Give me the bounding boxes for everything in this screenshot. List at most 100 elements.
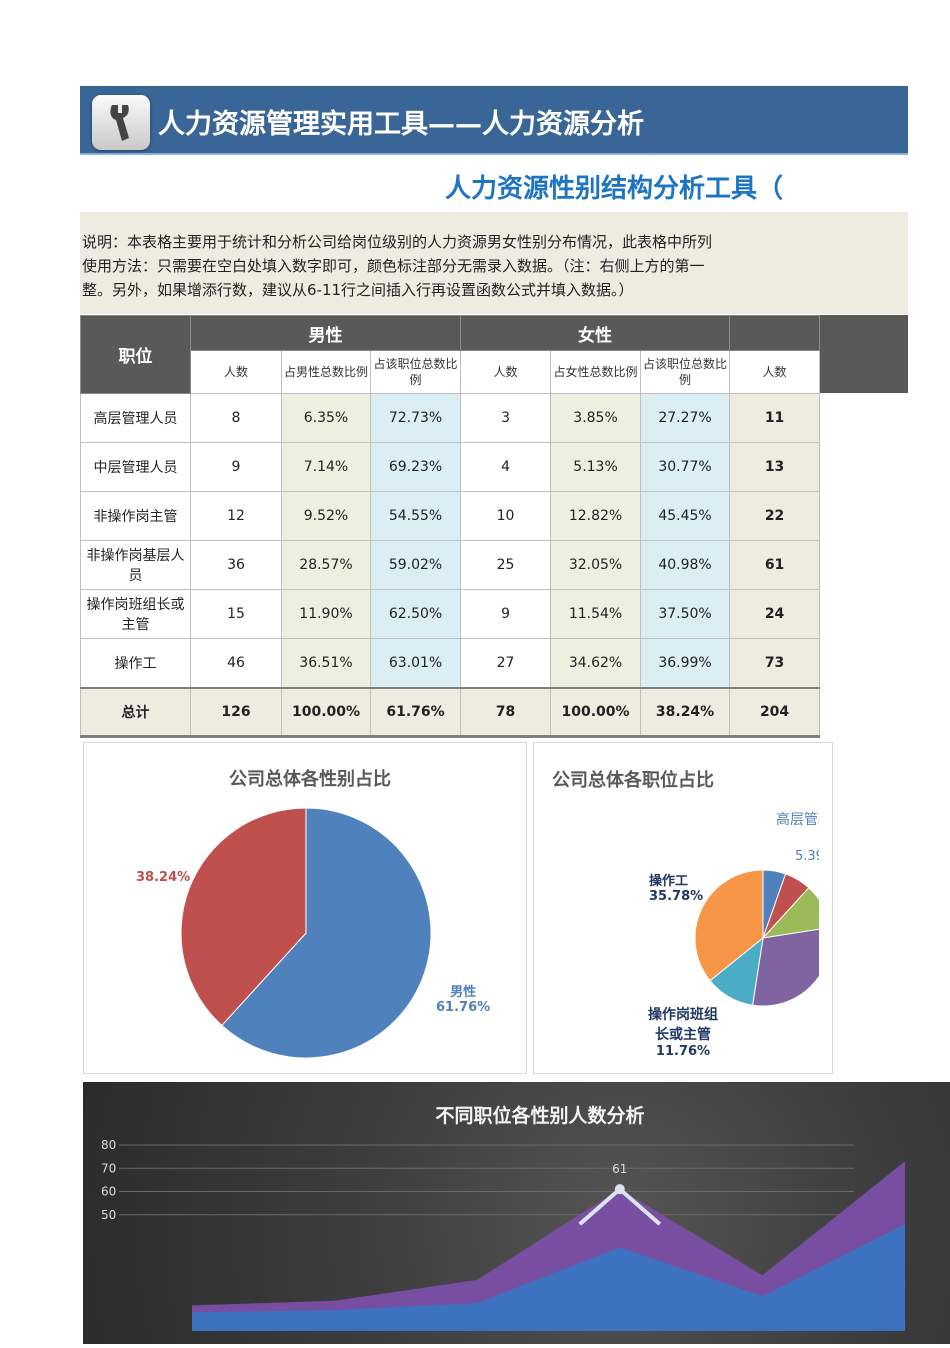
value-cell[interactable]: 4 <box>460 442 552 492</box>
label-name: 长或主管 <box>655 1027 711 1043</box>
value-cell: 34.62% <box>550 638 642 688</box>
gender-pie <box>180 807 432 1059</box>
value-cell[interactable]: 15 <box>190 589 282 639</box>
value-cell: 11.90% <box>281 589 371 639</box>
position-cell: 非操作岗基层人员 <box>80 540 191 590</box>
subheader: 人数 <box>729 350 821 394</box>
value-cell: 7.14% <box>281 442 371 492</box>
value-cell: 63.01% <box>369 638 462 688</box>
value-cell[interactable]: 9 <box>460 589 552 639</box>
value-cell[interactable]: 10 <box>460 491 552 541</box>
subheader: 人数 <box>460 350 552 394</box>
value-cell: 32.05% <box>550 540 642 590</box>
pie-slice-6 <box>694 869 764 982</box>
value-cell[interactable]: 46 <box>190 638 282 688</box>
value-cell[interactable]: 9 <box>190 442 282 492</box>
value-cell: 28.57% <box>281 540 371 590</box>
header-position: 职位 <box>80 315 191 394</box>
label-value: 11.76% <box>655 1044 711 1059</box>
header-female: 女性 <box>460 315 731 351</box>
data-label-top: 高层管理人员 <box>776 812 819 828</box>
description-line: 说明：本表格主要用于统计和分析公司给岗位级别的人力资源男女性别分布情况，此表格中… <box>82 233 713 251</box>
peak-marker <box>614 1184 625 1195</box>
value-cell[interactable]: 27 <box>460 638 552 688</box>
subheader: 占男性总数比例 <box>281 350 371 394</box>
table-row: 中层管理人员 9 7.14% 69.23% 4 5.13% 30.77% 13 <box>80 442 821 492</box>
position-cell: 中层管理人员 <box>80 442 191 492</box>
page-title: 人力资源性别结构分析工具（ <box>445 174 784 204</box>
data-label-top-pct: 5.39% <box>795 849 819 864</box>
value-cell[interactable]: 3 <box>460 393 552 443</box>
value-cell: 11 <box>729 393 821 443</box>
total-cell: 61.76% <box>369 686 462 738</box>
value-cell: 6.35% <box>281 393 371 443</box>
gender-pie-panel: 公司总体各性别占比 38.24% 男性 61.76% <box>83 742 527 1074</box>
subheader: 占该职位总数比例 <box>369 350 462 394</box>
value-cell: 3.85% <box>550 393 642 443</box>
subheader: 占该职位总数比例 <box>640 350 731 394</box>
description-line: 使用方法：只需要在空白处填入数字即可，颜色标注部分无需录入数据。（注：右侧上方的… <box>82 257 705 275</box>
male-label-name: 男性 <box>450 985 477 1000</box>
value-cell: 72.73% <box>369 393 462 443</box>
chart-title: 不同职位各性别人数分析 <box>435 1104 644 1127</box>
value-cell: 11.54% <box>550 589 642 639</box>
y-tick-label: 50 <box>101 1208 116 1222</box>
area-chart: 不同职位各性别人数分析 50 60 70 80 61 <box>101 1104 905 1331</box>
total-row: 总计 126 100.00% 61.76% 78 100.00% 38.24% 204 <box>80 686 821 738</box>
data-label-female: 38.24% <box>136 870 191 885</box>
value-cell: 36.51% <box>281 638 371 688</box>
pie-slice-1 <box>221 807 432 1059</box>
subheader: 人数 <box>190 350 282 394</box>
position-cell: 高层管理人员 <box>80 393 191 443</box>
data-label-male: 男性 61.76% <box>436 985 490 1015</box>
total-cell: 总计 <box>80 686 191 738</box>
value-cell[interactable]: 8 <box>190 393 282 443</box>
label-value: 35.78% <box>649 889 704 904</box>
header-total <box>729 315 821 351</box>
chart-title: 公司总体各性别占比 <box>229 769 391 790</box>
position-cell: 非操作岗主管 <box>80 491 191 541</box>
pie-slice-4 <box>752 928 819 1007</box>
total-cell: 38.24% <box>640 686 731 738</box>
value-cell: 30.77% <box>640 442 731 492</box>
value-cell: 12.82% <box>550 491 642 541</box>
pie-slice-2 <box>180 807 307 1027</box>
value-cell: 61 <box>729 540 821 590</box>
value-cell: 40.98% <box>640 540 731 590</box>
total-cell: 78 <box>460 686 552 738</box>
total-cell: 126 <box>190 686 282 738</box>
y-tick-label: 80 <box>101 1138 116 1152</box>
value-cell: 45.45% <box>640 491 731 541</box>
value-cell: 13 <box>729 442 821 492</box>
value-cell: 62.50% <box>369 589 462 639</box>
data-label: 61 <box>612 1162 627 1176</box>
value-cell[interactable]: 36 <box>190 540 282 590</box>
value-cell: 24 <box>729 589 821 639</box>
position-pie <box>694 869 819 1007</box>
header-male: 男性 <box>189 315 462 351</box>
value-cell[interactable]: 12 <box>190 491 282 541</box>
title-banner: 人力资源管理实用工具——人力资源分析 <box>80 86 908 155</box>
total-cell: 204 <box>729 686 821 738</box>
description-box: 说明：本表格主要用于统计和分析公司给岗位级别的人力资源男女性别分布情况，此表格中… <box>80 212 908 314</box>
male-label-value: 61.76% <box>436 1000 491 1015</box>
pie-slice-3 <box>761 887 819 939</box>
value-cell: 36.99% <box>640 638 731 688</box>
value-cell: 9.52% <box>281 491 371 541</box>
subheader: 占女性总数比例 <box>550 350 642 394</box>
chart-title: 公司总体各职位占比 <box>552 770 714 791</box>
label-name: 操作工 <box>649 874 689 889</box>
area-series-2 <box>192 1224 905 1331</box>
value-cell[interactable]: 25 <box>460 540 552 590</box>
value-cell: 22 <box>729 491 821 541</box>
gender-structure-table: 职位 男性 女性 人数 占男性总数比例 占该职位总数比例 人数 占女性总数比例 占该职位总… <box>80 315 821 738</box>
y-tick-label: 60 <box>101 1185 116 1199</box>
label-name: 操作岗班组 <box>648 1007 718 1023</box>
data-label-operator: 操作工 35.78% <box>649 874 703 904</box>
table-row: 非操作岗基层人员 36 28.57% 59.02% 25 32.05% 40.98% 61 <box>80 540 821 590</box>
position-cell: 操作工 <box>80 638 191 688</box>
value-cell: 27.27% <box>640 393 731 443</box>
wrench-icon <box>92 95 150 150</box>
value-cell: 69.23% <box>369 442 462 492</box>
